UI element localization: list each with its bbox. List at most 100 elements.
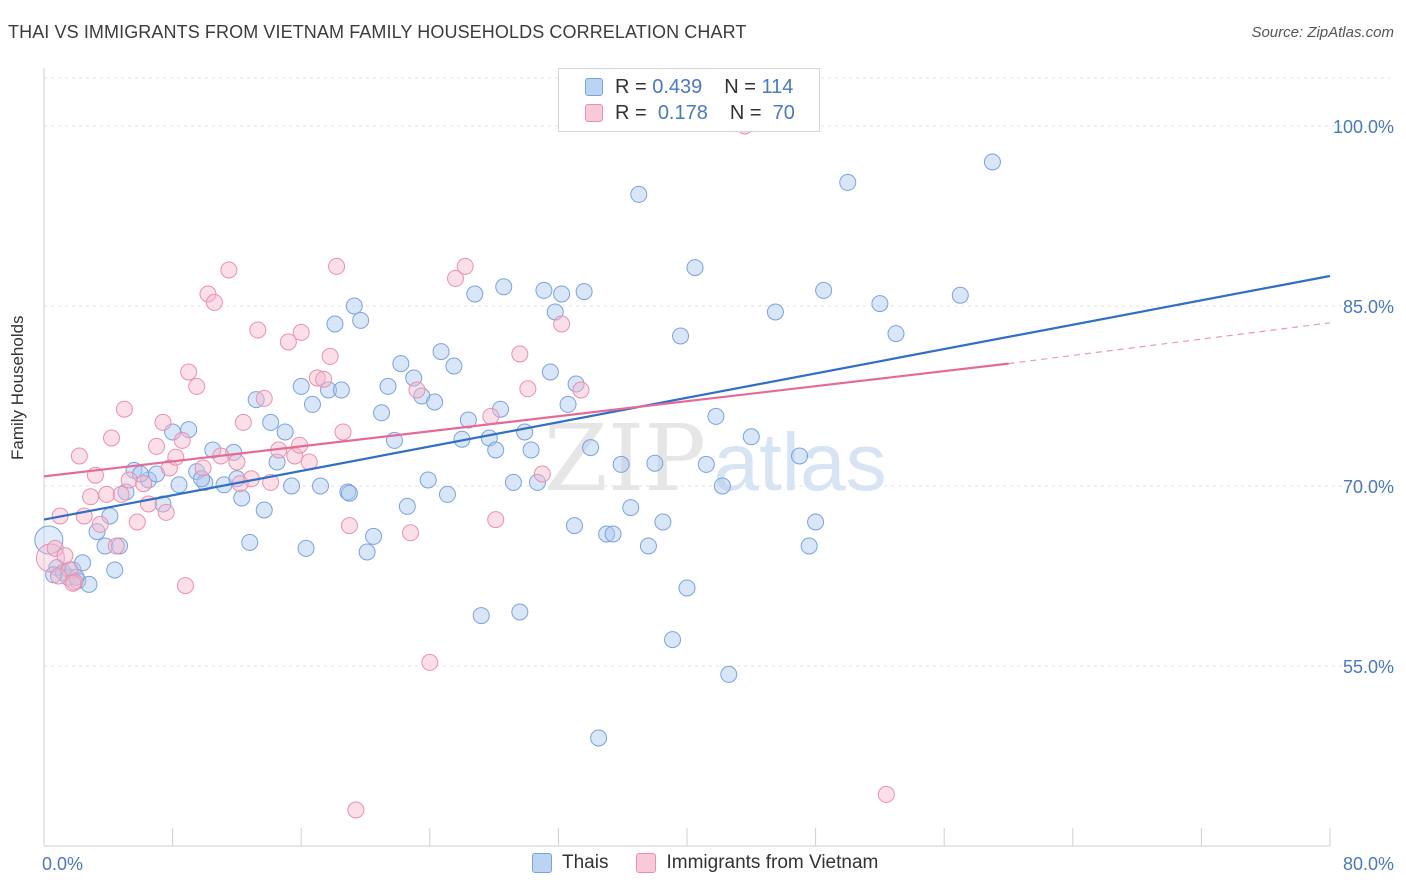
data-point-thais xyxy=(575,283,593,301)
data-point-vietnam xyxy=(160,459,178,477)
r-label: R = xyxy=(615,75,647,98)
trend-line-thais xyxy=(43,274,1331,521)
y-tick-label: 85.0% xyxy=(1343,297,1394,317)
data-point-thais xyxy=(504,473,522,491)
data-point-thais xyxy=(373,404,391,422)
data-point-thais xyxy=(358,543,376,561)
data-point-vietnam xyxy=(408,381,426,399)
data-point-thais xyxy=(466,285,484,303)
data-point-thais xyxy=(766,303,784,321)
legend-row-vietnam: R = 0.178 N = 70 xyxy=(585,100,795,126)
correlation-legend: R = 0.439 N = 114 R = 0.178 N = 70 xyxy=(558,68,820,132)
data-point-vietnam xyxy=(572,381,590,399)
data-point-vietnam xyxy=(255,389,273,407)
data-point-vietnam xyxy=(877,785,895,803)
data-point-thais xyxy=(233,489,251,507)
data-point-thais xyxy=(365,527,383,545)
data-point-thais xyxy=(686,259,704,277)
data-point-vietnam xyxy=(292,323,310,341)
data-point-thais xyxy=(180,421,198,439)
data-point-thais xyxy=(326,315,344,333)
data-point-vietnam xyxy=(180,363,198,381)
data-point-vietnam xyxy=(120,471,138,489)
data-point-thais xyxy=(345,297,363,315)
data-point-thais xyxy=(392,355,410,373)
data-point-vietnam xyxy=(98,485,116,503)
data-point-vietnam xyxy=(194,459,212,477)
data-point-vietnam xyxy=(46,539,64,557)
legend-swatch-vietnam xyxy=(636,853,657,873)
data-point-thais xyxy=(630,185,648,203)
data-point-thais xyxy=(582,439,600,457)
data-point-thais xyxy=(664,631,682,649)
data-point-thais xyxy=(303,395,321,413)
data-point-vietnam xyxy=(519,380,537,398)
data-point-vietnam xyxy=(308,369,326,387)
data-point-thais xyxy=(654,513,672,531)
legend-item-thais[interactable]: Thais xyxy=(532,852,608,874)
data-point-vietnam xyxy=(511,345,529,363)
n-label: N = xyxy=(729,101,762,124)
data-point-thais xyxy=(983,153,1001,171)
trend-lines xyxy=(43,274,1331,521)
data-point-thais xyxy=(193,470,211,488)
data-point-vietnam xyxy=(128,513,146,531)
grid-lines xyxy=(44,77,1390,667)
data-point-vietnam xyxy=(340,517,358,535)
data-point-thais xyxy=(565,517,583,535)
data-point-thais xyxy=(106,561,124,579)
data-point-thais xyxy=(352,311,370,329)
data-point-vietnam xyxy=(421,653,439,671)
data-point-thais xyxy=(807,513,825,531)
data-point-thais xyxy=(438,485,456,503)
data-point-thais xyxy=(535,281,553,299)
data-point-thais xyxy=(492,400,510,418)
data-point-thais xyxy=(487,441,505,459)
legend-item-vietnam[interactable]: Immigrants from Vietnam xyxy=(636,852,878,874)
data-point-vietnam xyxy=(56,547,74,565)
data-point-vietnam xyxy=(199,285,217,303)
data-point-thais xyxy=(713,477,731,495)
data-point-thais xyxy=(646,454,664,472)
data-point-thais xyxy=(262,413,280,431)
data-point-thais xyxy=(432,343,450,361)
x-tick-label: 80.0% xyxy=(1343,854,1394,874)
tick-labels: 55.0% 70.0% 85.0% 100.0% 0.0% 80.0% xyxy=(42,117,1394,874)
series-legend: Thais Immigrants from Vietnam xyxy=(532,852,906,874)
data-point-vietnam xyxy=(82,488,100,506)
data-point-thais xyxy=(292,377,310,395)
source-label: Source: ZipAtlas.com xyxy=(1251,24,1394,41)
data-point-thais xyxy=(639,537,657,555)
data-point-vietnam xyxy=(553,315,571,333)
data-point-vietnam xyxy=(107,537,125,555)
legend-swatch-pink xyxy=(585,104,603,122)
legend-row-thais: R = 0.439 N = 114 xyxy=(585,74,793,100)
data-point-vietnam xyxy=(533,465,551,483)
data-point-vietnam xyxy=(103,429,121,447)
data-point-vietnam xyxy=(402,524,420,542)
data-point-thais xyxy=(283,477,301,495)
watermark-atlas: atlas xyxy=(713,417,886,508)
data-point-vietnam xyxy=(482,407,500,425)
data-point-thais xyxy=(241,533,259,551)
data-point-thais xyxy=(720,665,738,683)
data-point-thais xyxy=(276,423,294,441)
data-point-thais xyxy=(297,539,315,557)
data-point-vietnam xyxy=(167,448,185,466)
data-point-vietnam xyxy=(70,447,88,465)
data-point-vietnam xyxy=(315,370,333,388)
data-point-vietnam xyxy=(154,413,172,431)
data-point-thais xyxy=(559,395,577,413)
trend-line-vietnam xyxy=(43,362,1009,478)
data-point-thais xyxy=(697,455,715,473)
data-point-vietnam xyxy=(49,567,67,585)
data-point-vietnam xyxy=(328,257,346,275)
data-point-thais xyxy=(541,363,559,381)
data-point-thais xyxy=(74,554,92,572)
n-label: N = xyxy=(724,75,756,98)
data-point-vietnam xyxy=(35,543,65,573)
data-point-thais xyxy=(604,525,622,543)
chart-title: THAI VS IMMIGRANTS FROM VIETNAM FAMILY H… xyxy=(8,22,747,42)
x-tick-label: 0.0% xyxy=(42,854,83,874)
data-point-vietnam xyxy=(249,321,267,339)
